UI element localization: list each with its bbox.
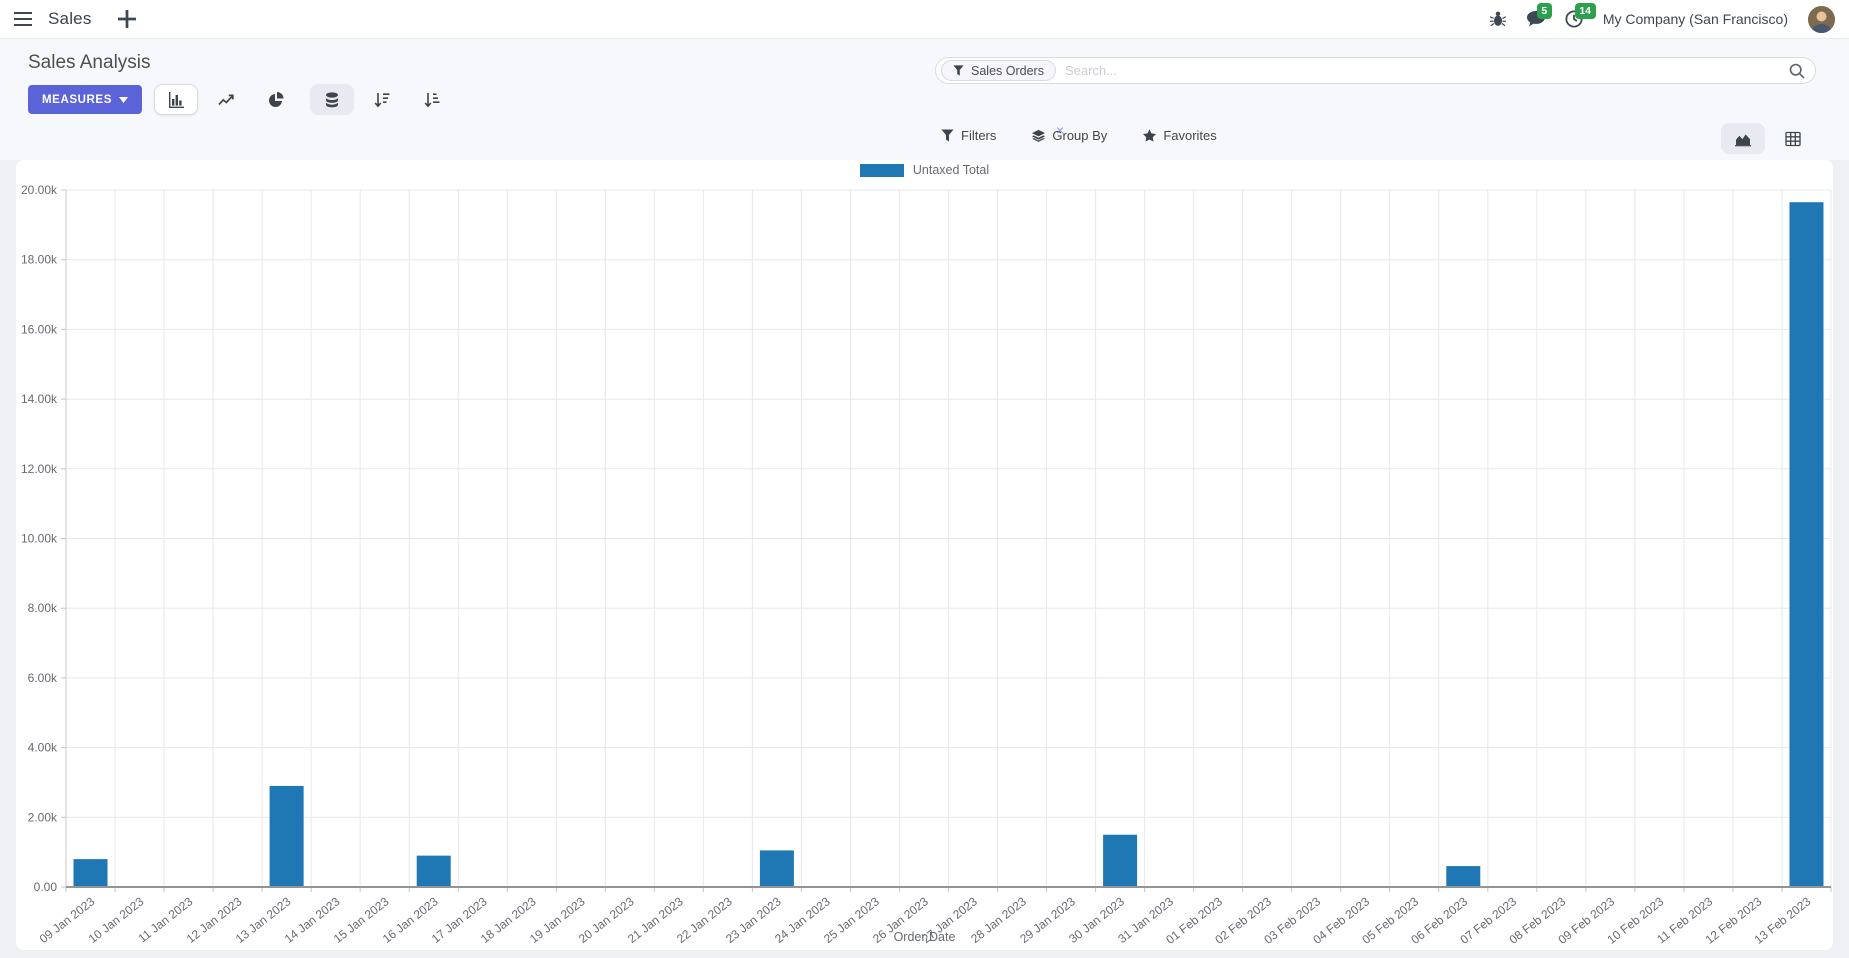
- x-axis-title: Order Date: [893, 930, 956, 944]
- svg-text:10.00k: 10.00k: [21, 532, 58, 546]
- svg-text:18.00k: 18.00k: [21, 253, 58, 267]
- layers-icon: [1032, 129, 1046, 142]
- activities-badge: 14: [1574, 3, 1596, 19]
- svg-text:20.00k: 20.00k: [21, 183, 58, 197]
- bar-chart-view-button[interactable]: [153, 84, 198, 115]
- stacked-toggle-button[interactable]: [309, 84, 354, 115]
- line-chart-icon: [218, 94, 234, 105]
- search-options-row: Filters Group By Favorites: [941, 128, 1217, 143]
- bar-chart-icon: [168, 91, 184, 108]
- sort-amount-desc-icon: [374, 92, 390, 107]
- line-chart-view-button[interactable]: [204, 84, 248, 115]
- view-switcher: [1721, 123, 1815, 154]
- sort-descending-button[interactable]: [360, 84, 404, 115]
- area-chart-icon: [1735, 134, 1751, 146]
- search-bar[interactable]: Sales Orders: [935, 57, 1816, 84]
- stacked-database-icon: [325, 91, 338, 107]
- pie-chart-icon: [269, 91, 284, 107]
- measures-button[interactable]: MEASURES: [28, 85, 142, 114]
- debug-bug-icon[interactable]: [1489, 10, 1507, 28]
- svg-text:0.00: 0.00: [34, 880, 58, 894]
- facet-label: Sales Orders: [971, 63, 1044, 78]
- group-by-button[interactable]: Group By: [1032, 128, 1107, 143]
- graph-view-card: Untaxed Total 0.00 2.00k 4.00k 6.00k 8.00k 10…: [16, 160, 1833, 950]
- search-input[interactable]: [1064, 63, 1789, 78]
- pivot-grid-icon: [1785, 131, 1801, 146]
- favorites-label: Favorites: [1163, 128, 1217, 143]
- chart-legend[interactable]: Untaxed Total: [16, 163, 1833, 177]
- svg-text:4.00k: 4.00k: [28, 741, 58, 755]
- search-facet-sales-orders[interactable]: Sales Orders: [941, 60, 1056, 81]
- svg-text:8.00k: 8.00k: [28, 601, 58, 615]
- svg-text:6.00k: 6.00k: [28, 671, 58, 685]
- filter-funnel-icon: [941, 129, 954, 142]
- activities-clock-icon[interactable]: [1565, 10, 1583, 28]
- chevron-down-icon: [118, 96, 128, 103]
- graph-view-switch-button[interactable]: [1721, 123, 1765, 154]
- svg-text:14.00k: 14.00k: [21, 392, 58, 406]
- pivot-view-switch-button[interactable]: [1771, 123, 1815, 154]
- favorites-button[interactable]: Favorites: [1143, 128, 1217, 143]
- measures-label: MEASURES: [42, 93, 112, 106]
- legend-swatch: [859, 163, 904, 177]
- sort-ascending-button[interactable]: [410, 84, 454, 115]
- svg-text:2.00k: 2.00k: [28, 810, 58, 824]
- svg-text:12.00k: 12.00k: [21, 462, 58, 476]
- star-icon: [1143, 129, 1157, 142]
- legend-label: Untaxed Total: [912, 163, 990, 177]
- plus-icon[interactable]: [117, 10, 136, 28]
- filter-funnel-icon: [953, 65, 964, 76]
- pie-chart-view-button[interactable]: [254, 84, 298, 115]
- sales-chart[interactable]: 0.00 2.00k 4.00k 6.00k 8.00k 10.00k 12.00k 14.0…: [16, 160, 1833, 950]
- filters-button[interactable]: Filters: [941, 128, 996, 143]
- filters-label: Filters: [961, 128, 997, 143]
- hamburger-menu-icon[interactable]: [14, 10, 32, 28]
- control-panel: Sales Analysis MEASURES: [0, 39, 1849, 160]
- svg-text:16.00k: 16.00k: [21, 322, 58, 336]
- page-title: Sales Analysis: [28, 52, 151, 73]
- company-switcher[interactable]: My Company (San Francisco): [1602, 11, 1788, 27]
- search-icon[interactable]: [1789, 63, 1805, 79]
- facet-remove-icon[interactable]: ×: [1056, 122, 1065, 138]
- group-by-label: Group By: [1052, 128, 1108, 143]
- app-name[interactable]: Sales: [48, 9, 92, 28]
- messages-badge: 5: [1536, 3, 1552, 19]
- user-avatar[interactable]: [1808, 5, 1835, 33]
- top-navbar: Sales 5 14 My Company (San Francisco): [0, 0, 1849, 39]
- sort-amount-asc-icon: [424, 92, 440, 107]
